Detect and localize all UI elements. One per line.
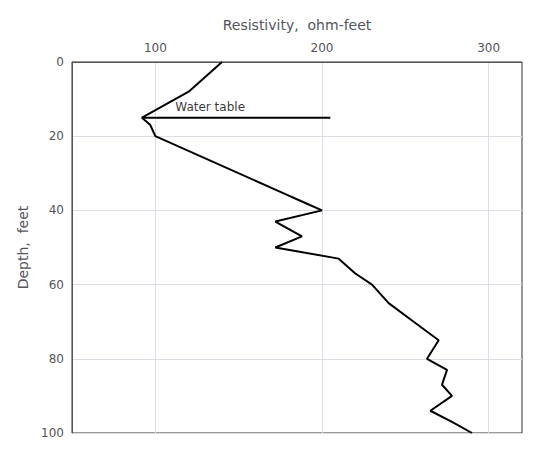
svg-text:100: 100 xyxy=(144,41,167,55)
svg-text:20: 20 xyxy=(49,129,64,143)
svg-text:300: 300 xyxy=(477,41,500,55)
svg-text:Depth, feet: Depth, feet xyxy=(15,205,31,289)
svg-text:Water table: Water table xyxy=(175,100,245,114)
svg-text:80: 80 xyxy=(49,352,64,366)
svg-text:40: 40 xyxy=(49,203,64,217)
svg-text:100: 100 xyxy=(41,426,64,440)
svg-text:200: 200 xyxy=(311,41,334,55)
svg-text:60: 60 xyxy=(49,278,64,292)
svg-text:0: 0 xyxy=(56,55,64,69)
svg-text:Resistivity, ohm-feet: Resistivity, ohm-feet xyxy=(223,17,372,33)
